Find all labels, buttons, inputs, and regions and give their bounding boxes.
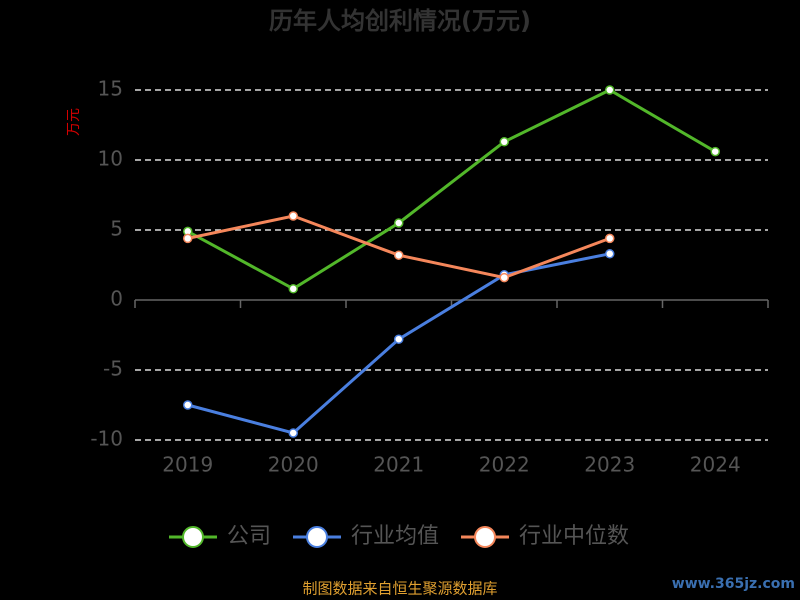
legend-label: 行业中位数 [519,524,629,549]
x-tick-label: 2024 [690,453,741,477]
x-tick-label: 2020 [268,453,319,477]
legend-marker [474,526,496,548]
data-point [394,250,404,260]
data-point [394,334,404,344]
data-point [394,218,404,228]
data-point [183,233,193,244]
data-point [605,233,615,244]
data-point [288,428,298,438]
series-line [187,88,717,291]
legend-label: 行业均值 [351,524,439,549]
data-point [288,284,298,294]
legend-label: 公司 [227,524,271,549]
x-tick-label: 2021 [373,453,424,477]
y-axis-label: 万元 [66,108,82,136]
x-tick-label: 2022 [479,453,530,477]
watermark: www.365jz.com [672,576,795,592]
data-point [605,85,615,95]
y-tick-label: 10 [98,147,123,171]
y-tick-label: 15 [98,77,123,101]
source: 制图数据来自恒生聚源数据库 [302,580,497,598]
x-tick-label: 2019 [162,453,213,477]
data-point [710,146,720,157]
chart-title: 历年人均创利情况(万元) [269,7,531,35]
data-point [499,137,509,147]
data-point [499,272,509,283]
x-tick-label: 2023 [584,453,635,477]
legend-marker [306,526,328,548]
y-tick-label: -10 [90,427,123,451]
data-point [183,400,193,410]
y-tick-label: -5 [103,357,123,381]
y-tick-label: 5 [110,217,123,241]
data-point [288,211,298,221]
y-tick-label: 0 [110,287,123,311]
legend-marker [182,526,204,548]
data-point [605,249,615,259]
